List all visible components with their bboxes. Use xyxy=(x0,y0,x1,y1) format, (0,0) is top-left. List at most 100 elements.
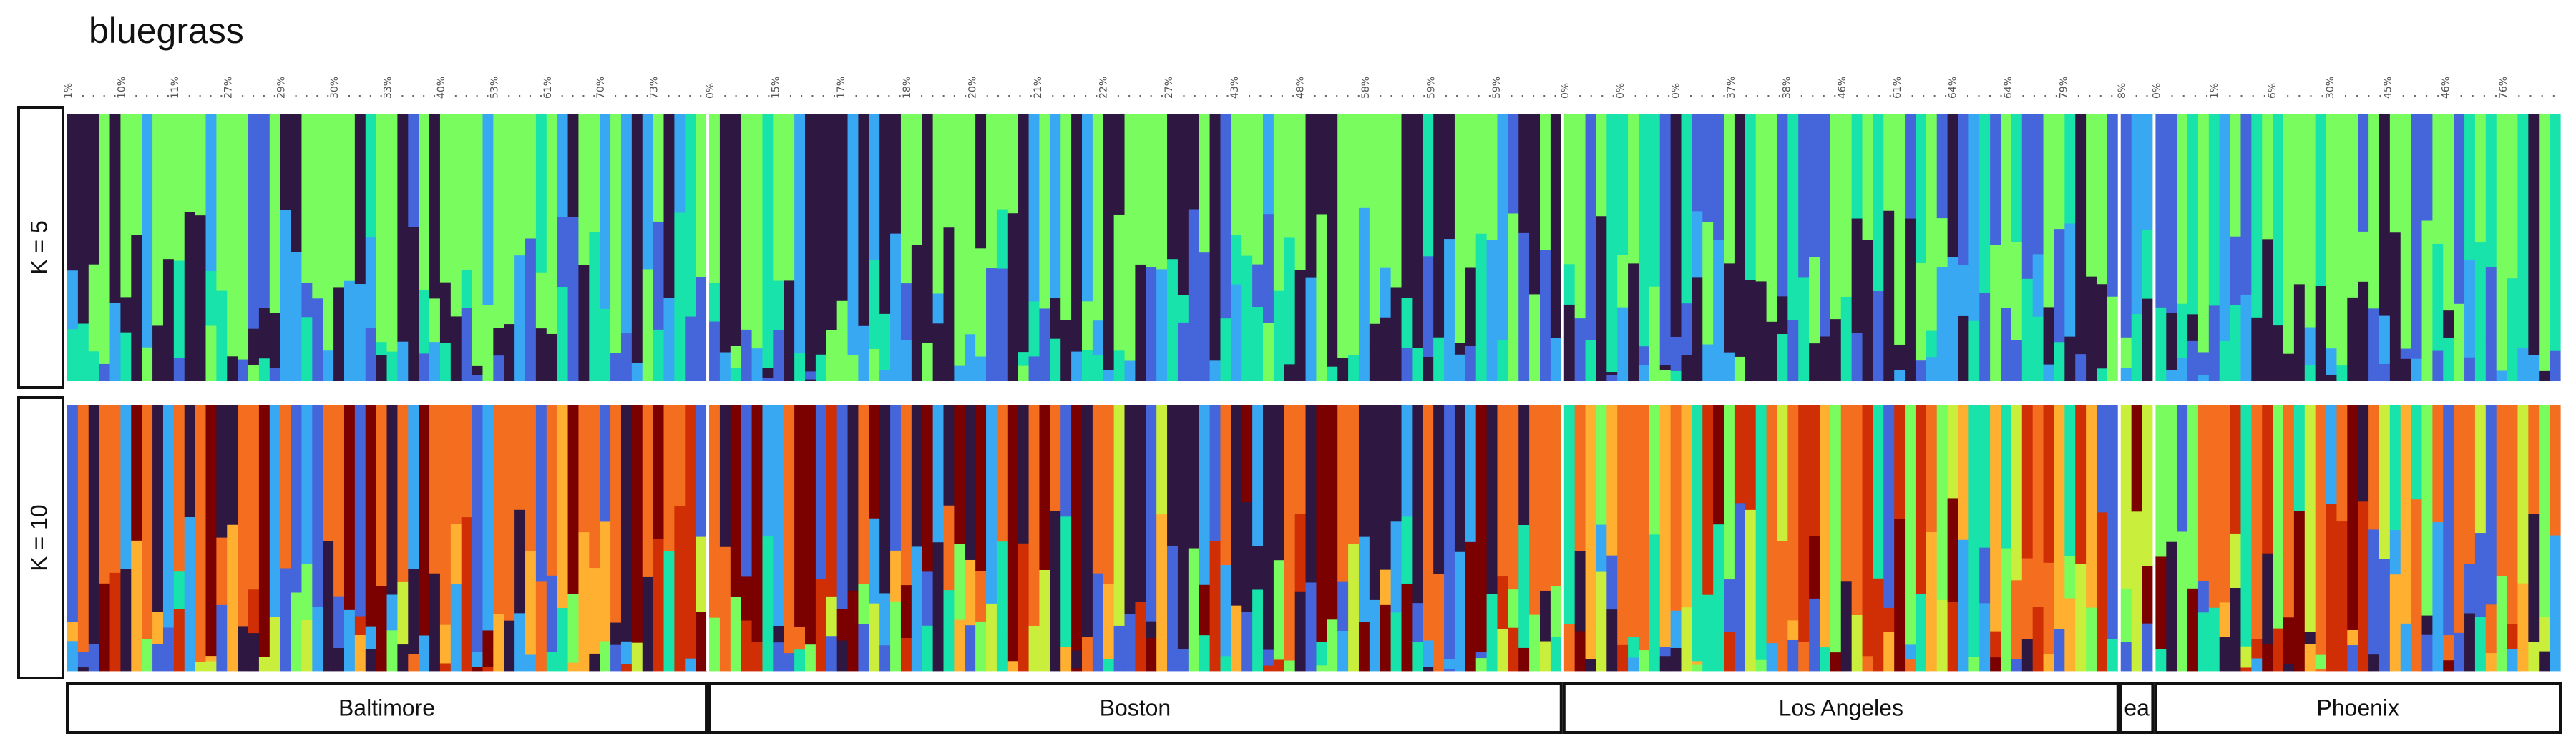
ancestry-segment xyxy=(205,656,217,662)
tick-label: 0% xyxy=(705,83,716,99)
ancestry-segment xyxy=(2517,114,2529,348)
ancestry-segment xyxy=(1497,629,1508,672)
ancestry-segment xyxy=(1316,214,1327,381)
tick-dot xyxy=(789,95,791,97)
ancestry-segment xyxy=(685,114,696,317)
ancestry-segment xyxy=(578,367,590,381)
ancestry-segment xyxy=(120,297,132,333)
ancestry-segment xyxy=(2240,667,2252,672)
ancestry-segment xyxy=(1563,624,1576,672)
ancestry-segment xyxy=(2032,405,2044,607)
ancestry-segment xyxy=(762,536,774,672)
tick-dot xyxy=(1945,95,1947,97)
ancestry-segment xyxy=(1529,614,1541,672)
tick-label: 33% xyxy=(383,77,394,99)
ancestry-segment xyxy=(1724,114,1735,264)
ancestry-segment xyxy=(365,237,377,329)
tick-dot xyxy=(768,95,770,97)
ancestry-segment xyxy=(1990,245,2001,363)
ancestry-segment xyxy=(674,212,686,381)
ancestry-segment xyxy=(1638,346,1650,365)
ancestry-segment xyxy=(730,114,742,347)
ancestry-segment xyxy=(248,114,260,330)
tick-dot xyxy=(2426,95,2428,97)
ancestry-segment xyxy=(2528,376,2540,381)
ancestry-segment xyxy=(2326,348,2338,376)
tick-dot xyxy=(2252,95,2254,97)
ancestry-segment xyxy=(2177,303,2188,358)
ancestry-segment xyxy=(1380,604,1392,672)
ancestry-segment xyxy=(1596,405,1607,525)
ancestry-segment xyxy=(343,114,356,282)
ancestry-segment xyxy=(1465,541,1477,672)
tick-dot xyxy=(306,95,308,97)
ancestry-segment xyxy=(610,644,622,672)
tick-dot xyxy=(434,95,436,97)
tick-dot xyxy=(114,95,116,97)
ancestry-segment xyxy=(911,245,923,381)
ancestry-segment xyxy=(1071,351,1083,381)
ancestry-segment xyxy=(2389,114,2401,233)
ancestry-segment xyxy=(1220,656,1231,672)
ancestry-segment xyxy=(1809,343,1820,381)
ancestry-segment xyxy=(248,633,260,672)
ancestry-segment xyxy=(1177,322,1189,381)
ancestry-segment xyxy=(2358,281,2369,381)
ancestry-segment xyxy=(1305,277,1317,381)
ancestry-segment xyxy=(461,114,473,270)
ancestry-segment xyxy=(965,625,976,672)
tick-dot xyxy=(1259,95,1262,97)
tick-dot xyxy=(1690,95,1692,97)
tick-dot xyxy=(986,95,988,97)
ancestry-segment xyxy=(1734,405,1746,504)
ancestry-segment xyxy=(1830,319,1842,362)
ancestry-segment xyxy=(1926,532,1938,672)
ancestry-segment xyxy=(2379,315,2391,365)
ancestry-segment xyxy=(751,114,763,349)
ancestry-segment xyxy=(1465,114,1477,268)
ancestry-segment xyxy=(482,114,494,305)
ancestry-segment xyxy=(2347,405,2358,631)
ancestry-segment xyxy=(2075,405,2087,564)
tick-dot xyxy=(1923,95,1925,97)
ancestry-segment xyxy=(1284,660,1296,672)
tick-dot xyxy=(2022,95,2024,97)
ancestry-segment xyxy=(77,667,89,672)
ancestry-segment xyxy=(631,405,643,644)
ancestry-segment xyxy=(472,667,484,672)
ancestry-segment xyxy=(1947,114,1959,257)
ancestry-segment xyxy=(620,641,633,665)
ancestry-segment xyxy=(386,114,398,353)
ancestry-segment xyxy=(2421,114,2433,221)
ancestry-segment xyxy=(1724,352,1735,381)
population-box xyxy=(2119,682,2155,734)
ancestry-segment xyxy=(2240,114,2252,295)
ancestry-segment xyxy=(836,640,849,672)
ancestry-segment xyxy=(2166,312,2177,370)
ancestry-segment xyxy=(397,581,409,645)
ancestry-segment xyxy=(858,114,869,327)
tick-dot xyxy=(2552,95,2555,97)
ancestry-segment xyxy=(1028,356,1040,381)
ancestry-segment xyxy=(1241,405,1253,503)
ancestry-segment xyxy=(965,405,976,561)
ancestry-segment xyxy=(589,114,600,232)
ancestry-segment xyxy=(1273,405,1285,561)
ancestry-segment xyxy=(2421,634,2433,672)
ancestry-segment xyxy=(2539,617,2550,652)
ancestry-segment xyxy=(1851,218,1863,333)
ancestry-segment xyxy=(2064,556,2076,599)
ancestry-segment xyxy=(2107,639,2119,672)
ancestry-segment xyxy=(1596,571,1607,672)
tick-dot xyxy=(1579,95,1581,97)
tick-label: 58% xyxy=(1360,77,1372,99)
ancestry-segment xyxy=(376,405,388,586)
ancestry-segment xyxy=(1486,594,1498,672)
ancestry-segment xyxy=(173,609,185,672)
ancestry-segment xyxy=(794,364,806,381)
ancestry-segment xyxy=(922,343,934,381)
ancestry-segment xyxy=(1156,405,1168,515)
ancestry-segment xyxy=(2120,588,2132,643)
ancestry-segment xyxy=(461,517,473,672)
ancestry-segment xyxy=(1862,114,1874,241)
